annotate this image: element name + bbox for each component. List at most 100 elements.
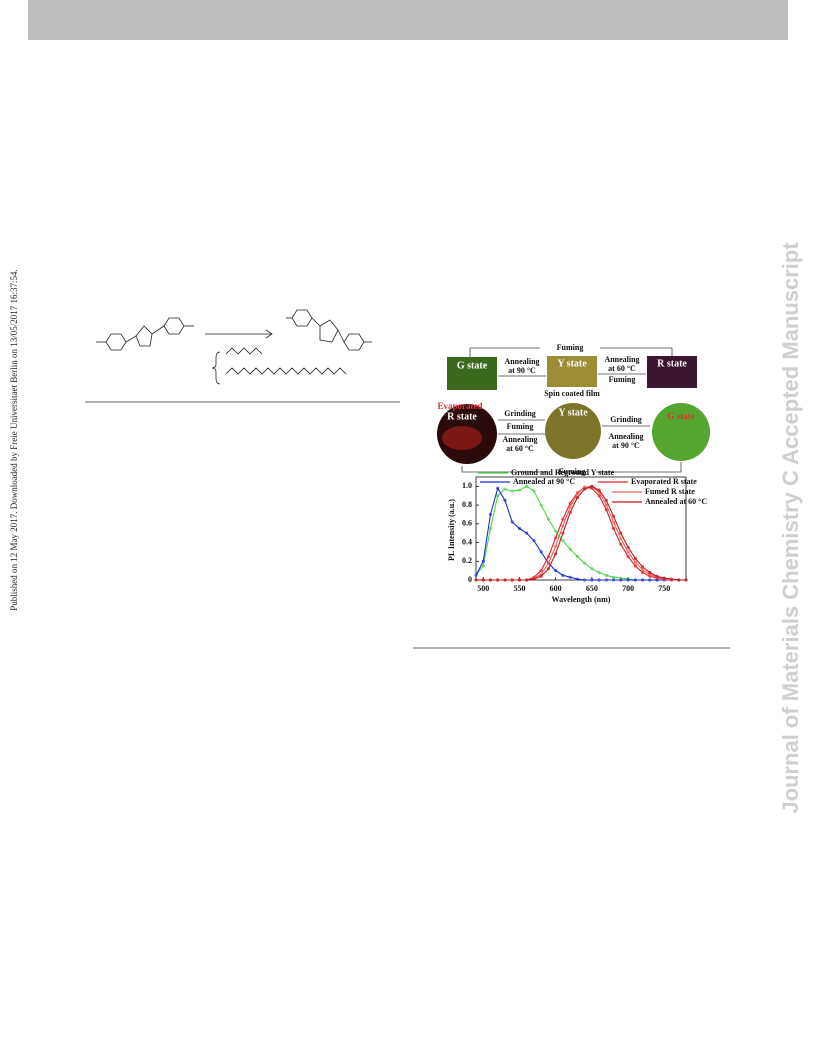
point <box>575 492 579 496</box>
bottom-row: Evaporated R state Grinding Fuming Annea… <box>437 401 710 477</box>
point <box>517 488 521 492</box>
point <box>496 494 500 498</box>
label: at 60 °C <box>608 364 636 373</box>
point <box>488 526 492 530</box>
point <box>539 569 543 573</box>
label: G state <box>457 360 488 371</box>
point <box>633 564 637 568</box>
label: Y state <box>558 407 588 418</box>
point <box>554 529 558 533</box>
label: Fuming <box>609 375 636 384</box>
point <box>583 485 587 489</box>
legend-label: Fumed R state <box>645 487 695 496</box>
label: Fuming <box>559 467 586 476</box>
label: R state <box>657 358 687 369</box>
point <box>648 572 652 576</box>
label: G state <box>667 411 694 421</box>
published-note: Published on 12 May 2017. Downloaded by … <box>9 269 19 610</box>
point <box>532 539 536 543</box>
point <box>561 524 565 528</box>
point <box>604 578 608 582</box>
point <box>561 539 565 543</box>
legend-label: Annealed at 60 °C <box>645 497 707 506</box>
point <box>626 545 630 549</box>
point <box>648 578 652 582</box>
point <box>554 569 558 573</box>
point <box>619 531 623 535</box>
point <box>597 578 601 582</box>
point <box>496 486 500 490</box>
point <box>604 508 608 512</box>
point <box>503 487 507 491</box>
film <box>547 356 597 387</box>
reaction-scheme <box>96 309 372 385</box>
point <box>568 575 572 579</box>
point <box>633 556 637 560</box>
point <box>546 567 550 571</box>
sample <box>545 403 601 459</box>
point <box>568 511 572 515</box>
point <box>604 498 608 502</box>
point <box>670 577 674 581</box>
point <box>597 488 601 492</box>
label: Annealing <box>604 355 639 364</box>
legend-label: Evaporated R state <box>631 477 697 486</box>
caption: Spin coated film <box>544 389 600 398</box>
point <box>641 571 645 575</box>
header-bar <box>28 0 788 40</box>
point <box>525 484 529 488</box>
point <box>575 496 579 500</box>
x-tick-label: 550 <box>513 584 525 593</box>
label: Annealing <box>502 435 537 444</box>
point <box>539 550 543 554</box>
x-tick-label: 500 <box>477 584 489 593</box>
point <box>532 577 536 581</box>
point <box>546 517 550 521</box>
point <box>641 565 645 569</box>
point <box>604 503 608 507</box>
point <box>619 542 623 546</box>
point <box>619 537 623 541</box>
point <box>626 555 630 559</box>
point <box>612 514 616 518</box>
label: Fuming <box>557 343 584 352</box>
point <box>568 547 572 551</box>
point <box>633 578 637 582</box>
x-tick-label: 650 <box>586 584 598 593</box>
point <box>612 520 616 524</box>
label-bg <box>548 467 596 477</box>
label: Grinding <box>610 415 642 424</box>
point <box>539 503 543 507</box>
point <box>568 501 572 505</box>
point <box>575 577 579 581</box>
point <box>554 544 558 548</box>
point <box>612 578 616 582</box>
y-tick-label: 0.8 <box>462 500 472 509</box>
point <box>546 561 550 565</box>
point <box>655 574 659 578</box>
point <box>554 552 558 556</box>
point <box>597 571 601 575</box>
point <box>503 578 507 582</box>
point <box>655 578 659 582</box>
label: at 90 °C <box>612 441 640 450</box>
legend-label: Annealed at 90 °C <box>513 477 575 486</box>
point <box>532 489 536 493</box>
x-tick-label: 750 <box>658 584 670 593</box>
label: Fuming <box>507 422 534 431</box>
sample <box>652 403 710 461</box>
pl-chart: PL Intensity (a.u.) Wavelength (nm) 500 5… <box>447 468 707 604</box>
film <box>647 356 697 388</box>
top-row: Fuming G state Annealing at 90 °C Y stat… <box>447 343 697 398</box>
film <box>447 357 497 390</box>
point <box>474 573 478 577</box>
point <box>590 567 594 571</box>
y-tick-label: 0 <box>468 575 472 584</box>
point <box>525 531 529 535</box>
y-axis-label: PL Intensity (a.u.) <box>447 499 456 561</box>
point <box>510 578 514 582</box>
label: R state <box>447 411 477 422</box>
point <box>488 578 492 582</box>
point <box>539 574 543 578</box>
point <box>684 578 688 582</box>
